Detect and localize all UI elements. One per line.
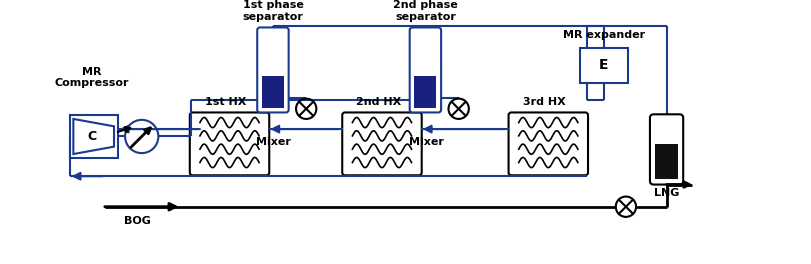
- Text: MR expander: MR expander: [562, 30, 644, 40]
- Bar: [261, 76, 284, 108]
- Bar: [414, 76, 436, 108]
- Text: 2nd HX: 2nd HX: [355, 97, 401, 107]
- Text: 3rd HX: 3rd HX: [522, 97, 565, 107]
- Text: 2nd phase
separator: 2nd phase separator: [393, 0, 457, 22]
- Bar: [70, 115, 118, 158]
- FancyBboxPatch shape: [341, 112, 421, 175]
- Text: Mixer: Mixer: [409, 137, 444, 147]
- Text: MR
Compressor: MR Compressor: [54, 67, 129, 88]
- Text: Mixer: Mixer: [256, 137, 291, 147]
- Text: E: E: [599, 58, 607, 72]
- FancyBboxPatch shape: [190, 112, 269, 175]
- FancyBboxPatch shape: [508, 112, 587, 175]
- Text: 1st HX: 1st HX: [205, 97, 247, 107]
- FancyBboxPatch shape: [410, 27, 440, 112]
- FancyBboxPatch shape: [649, 114, 682, 185]
- Text: LNG: LNG: [653, 188, 679, 198]
- Text: C: C: [87, 130, 97, 143]
- Bar: [579, 48, 627, 83]
- Text: BOG: BOG: [123, 216, 150, 226]
- Text: 1st phase
separator: 1st phase separator: [242, 0, 303, 22]
- Bar: [654, 144, 677, 179]
- FancyBboxPatch shape: [257, 27, 288, 112]
